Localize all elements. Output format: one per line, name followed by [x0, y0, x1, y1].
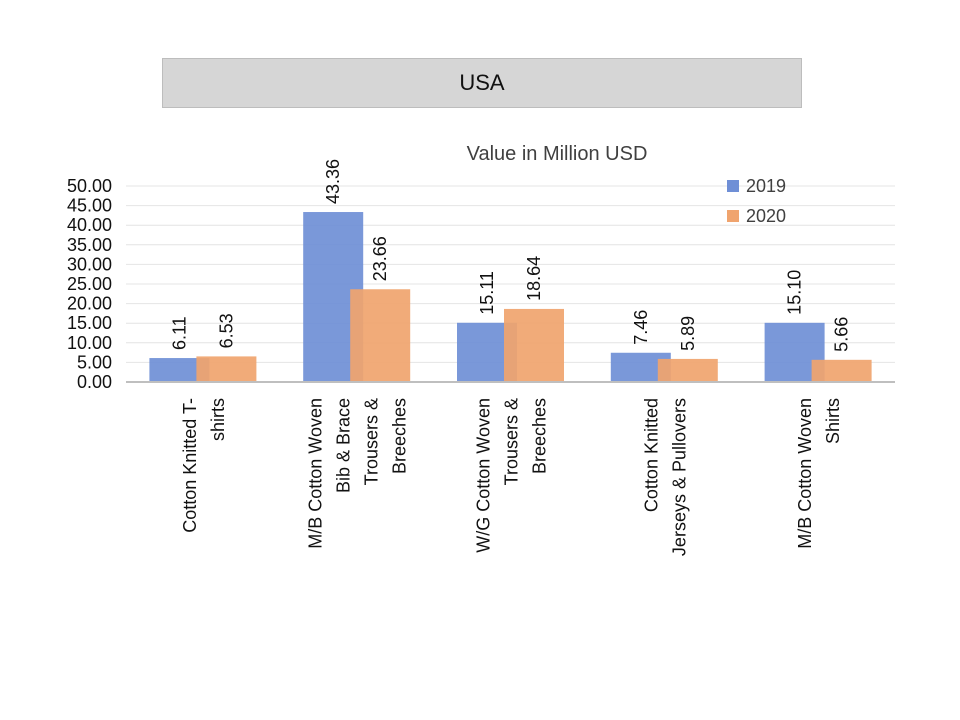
bar-2020: [350, 289, 411, 382]
category-label: Jerseys & Pullovers: [669, 398, 689, 556]
legend-swatch-2020: [727, 210, 739, 222]
category-label: Bib & Brace: [334, 398, 354, 493]
y-tick-label: 0.00: [77, 372, 112, 392]
y-tick-label: 25.00: [67, 274, 112, 294]
data-label-2020: 5.89: [678, 316, 698, 351]
category-label: Breeches: [530, 398, 550, 474]
bar-2020: [196, 356, 257, 382]
chart-header-box: USA: [162, 58, 802, 108]
legend-label-2019: 2019: [746, 176, 786, 196]
category-label: Trousers &: [502, 398, 522, 485]
y-tick-label: 10.00: [67, 333, 112, 353]
data-label-2019: 15.11: [477, 271, 497, 315]
bar-2020: [811, 359, 872, 382]
data-label-2020: 23.66: [370, 236, 390, 281]
category-label: M/B Cotton Woven: [306, 398, 326, 549]
category-label: W/G Cotton Woven: [474, 398, 494, 553]
header-title: USA: [459, 70, 505, 95]
y-tick-label: 20.00: [67, 294, 112, 314]
y-tick-label: 40.00: [67, 215, 112, 235]
y-tick-label: 35.00: [67, 235, 112, 255]
category-label: Breeches: [390, 398, 410, 474]
data-label-2020: 18.64: [524, 256, 544, 301]
data-label-2019: 6.11: [169, 316, 189, 350]
legend-swatch-2019: [727, 180, 739, 192]
data-label-2019: 7.46: [631, 310, 651, 345]
y-tick-label: 50.00: [67, 176, 112, 196]
data-label-2020: 6.53: [216, 313, 236, 348]
category-label: shirts: [208, 398, 228, 441]
category-label: M/B Cotton Woven: [795, 398, 815, 549]
category-label: Cotton Knitted T-: [180, 398, 200, 533]
bar-2020: [504, 308, 564, 382]
data-label-2019: 43.36: [323, 159, 343, 204]
legend: 2019 2020: [727, 176, 786, 226]
category-label: Shirts: [823, 398, 843, 444]
bar-2019: [149, 358, 210, 382]
chart-title: Value in Million USD: [467, 143, 648, 165]
data-label-2019: 15.10: [785, 270, 805, 315]
category-label: Cotton Knitted: [641, 398, 661, 512]
category-label: Trousers &: [362, 398, 382, 485]
bar-2020: [657, 358, 718, 382]
data-label-2020: 5.66: [832, 317, 852, 352]
y-tick-label: 45.00: [67, 196, 112, 216]
y-tick-label: 30.00: [67, 254, 112, 274]
y-tick-label: 5.00: [77, 352, 112, 372]
y-tick-label: 15.00: [67, 313, 112, 333]
legend-label-2020: 2020: [746, 206, 786, 226]
axes: 0.005.0010.0015.0020.0025.0030.0035.0040…: [67, 176, 895, 556]
bars: 6.11 6.53 43.36 23.66 15.11 18.64 7.46 5.89 15.1…: [149, 159, 872, 382]
